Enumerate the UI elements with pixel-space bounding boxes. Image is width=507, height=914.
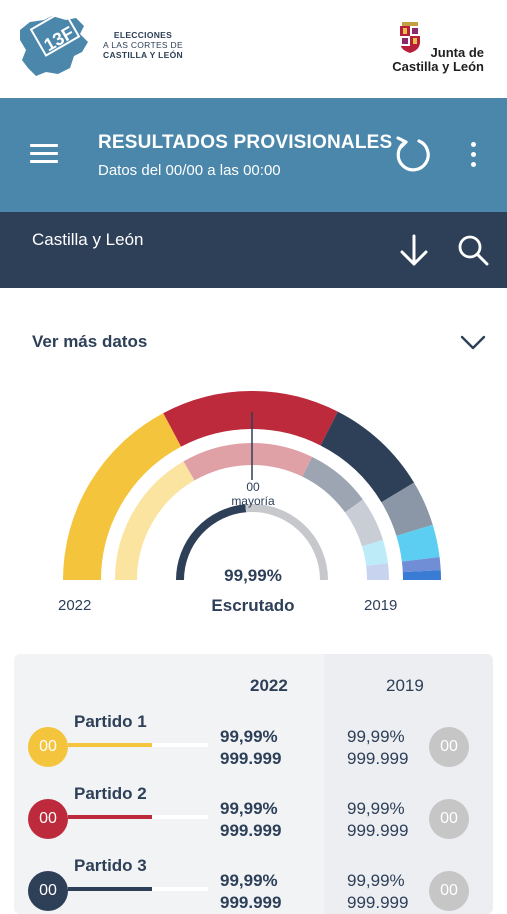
branding-header: 13F ELECCIONES A LAS CORTES DE CASTILLA … — [0, 0, 507, 98]
chevron-down-icon[interactable] — [460, 335, 486, 351]
result-2022: 99,99% 999.999 — [220, 726, 281, 770]
seats-badge-2022: 00 — [28, 727, 68, 767]
result-2022: 99,99% 999.999 — [220, 870, 281, 914]
elections-logo: 13F ELECCIONES A LAS CORTES DE CASTILLA … — [18, 16, 188, 80]
votes-2022: 999.999 — [220, 820, 281, 842]
more-vertical-icon[interactable] — [468, 142, 478, 170]
party-name: Partido 2 — [74, 784, 147, 804]
percent-2019: 99,99% — [347, 798, 408, 820]
seats-badge-2019: 00 — [429, 727, 469, 767]
junta-line-2: Castilla y León — [388, 60, 484, 74]
outer-segment-4 — [398, 492, 415, 530]
vote-bar — [68, 815, 208, 819]
results-table: 2022 2019 00 Partido 1 99,99% 999.999 99… — [14, 654, 493, 914]
inner-segment-3 — [307, 467, 354, 506]
elections-line-1: ELECCIONES — [100, 30, 186, 40]
majority-marker: 00 mayoría — [203, 480, 303, 508]
seats-badge-2022: 00 — [28, 871, 68, 911]
percent-2022: 99,99% — [220, 726, 281, 748]
result-2022: 99,99% 999.999 — [220, 798, 281, 842]
more-data-toggle[interactable]: Ver más datos — [32, 332, 147, 352]
inner-segment-6 — [377, 565, 378, 580]
search-icon[interactable] — [457, 234, 489, 266]
majority-value: 00 — [203, 480, 303, 494]
percent-2019: 99,99% — [347, 870, 408, 892]
page-subtitle: Datos del 00/00 a las 00:00 — [98, 162, 281, 179]
party-name: Partido 3 — [74, 856, 147, 876]
table-row[interactable]: 00 Partido 2 99,99% 999.999 99,99% 999.9… — [14, 784, 493, 854]
outer-segment-6 — [421, 559, 422, 571]
inner-segment-2 — [189, 454, 307, 471]
percent-2022: 99,99% — [220, 798, 281, 820]
junta-line-1: Junta de — [388, 46, 484, 60]
percent-2022: 99,99% — [220, 870, 281, 892]
outer-segment-5 — [415, 530, 421, 559]
seats-badge-2019: 00 — [429, 799, 469, 839]
arrow-down-icon[interactable] — [398, 234, 430, 268]
header-2022: 2022 — [250, 676, 288, 696]
refresh-icon[interactable] — [392, 134, 434, 176]
result-2019: 99,99% 999.999 — [347, 870, 408, 914]
inner-segment-5 — [372, 543, 377, 564]
region-bar: Castilla y León — [0, 212, 507, 288]
seats-badge-2019: 00 — [429, 871, 469, 911]
majority-label: mayoría — [203, 494, 303, 508]
year-2019-label: 2019 — [364, 597, 397, 614]
vote-bar — [68, 743, 208, 747]
junta-text: Junta de Castilla y León — [388, 46, 484, 74]
percent-2019: 99,99% — [347, 726, 408, 748]
elections-line-2: A LAS CORTES DE — [100, 40, 186, 50]
app-bar: RESULTADOS PROVISIONALES Datos del 00/00… — [0, 98, 507, 212]
vote-bar — [68, 887, 208, 891]
seats-badge-2022: 00 — [28, 799, 68, 839]
votes-2019: 999.999 — [347, 748, 408, 770]
menu-icon[interactable] — [30, 144, 58, 164]
junta-logo: Junta de Castilla y León — [388, 20, 488, 80]
outer-segment-2 — [172, 410, 329, 430]
header-2019: 2019 — [386, 676, 424, 696]
table-row[interactable]: 00 Partido 3 99,99% 999.999 99,99% 999.9… — [14, 856, 493, 914]
year-2022-label: 2022 — [58, 597, 91, 614]
party-name: Partido 1 — [74, 712, 147, 732]
scrutinized-label: Escrutado — [183, 596, 323, 616]
elections-logo-text: ELECCIONES A LAS CORTES DE CASTILLA Y LE… — [100, 30, 186, 60]
inner-segment-4 — [354, 506, 373, 543]
votes-2022: 999.999 — [220, 748, 281, 770]
result-2019: 99,99% 999.999 — [347, 798, 408, 842]
elections-line-3: CASTILLA Y LEÓN — [100, 50, 186, 60]
result-2019: 99,99% 999.999 — [347, 726, 408, 770]
region-selector[interactable]: Castilla y León — [32, 230, 144, 250]
votes-2022: 999.999 — [220, 892, 281, 914]
table-row[interactable]: 00 Partido 1 99,99% 999.999 99,99% 999.9… — [14, 712, 493, 782]
castilla-map-icon: 13F — [18, 16, 98, 80]
votes-2019: 999.999 — [347, 820, 408, 842]
page-title: RESULTADOS PROVISIONALES — [98, 132, 392, 154]
scrutinized-percent: 99,99% — [203, 566, 303, 586]
votes-2019: 999.999 — [347, 892, 408, 914]
